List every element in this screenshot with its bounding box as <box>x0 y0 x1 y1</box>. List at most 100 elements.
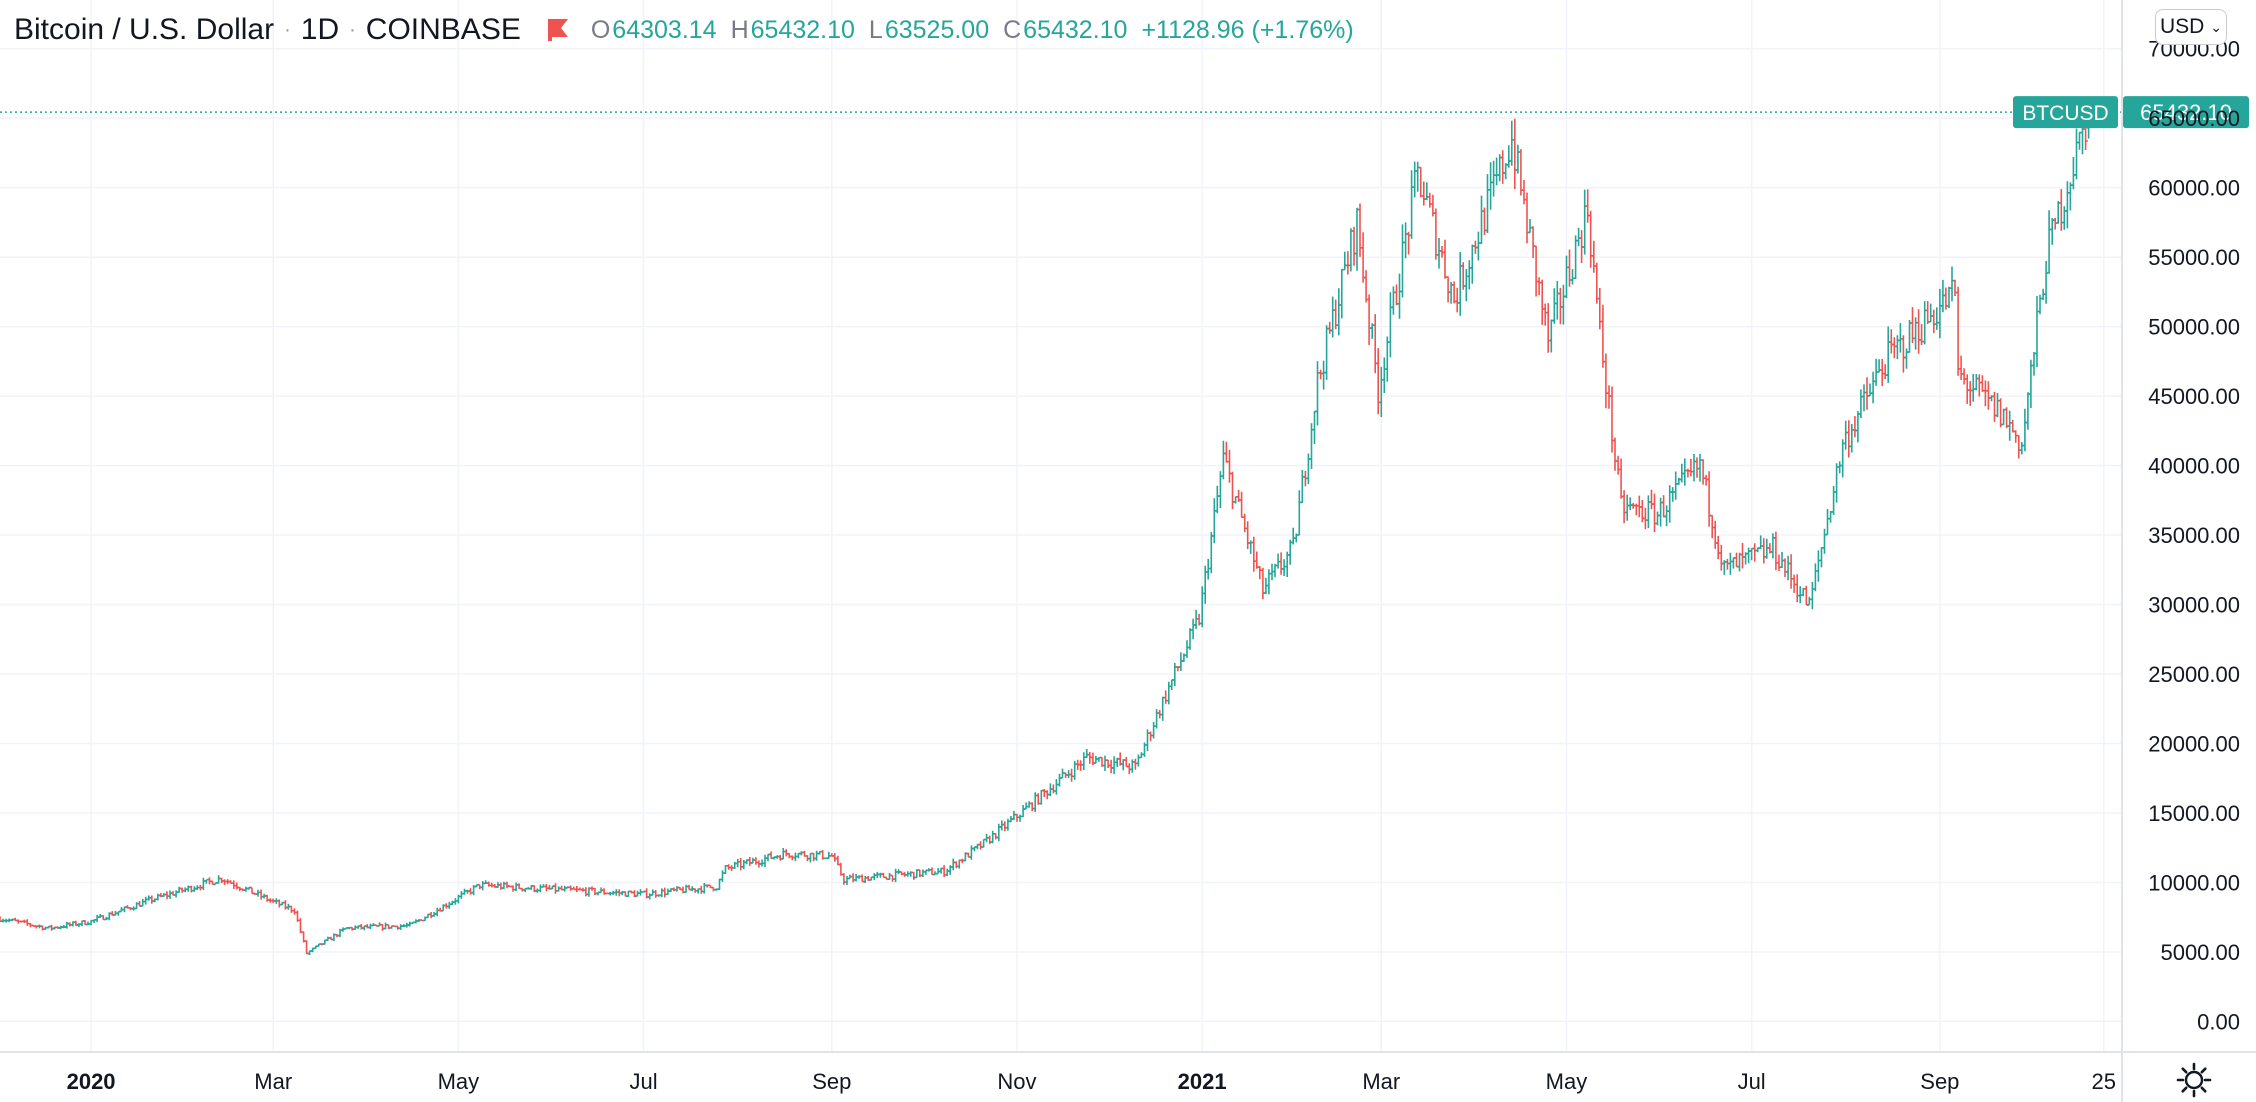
ohlc-bar <box>1922 301 1927 345</box>
ohlc-bar <box>1737 552 1742 572</box>
ohlc-bar <box>1436 238 1442 269</box>
ohlc-bar <box>1281 559 1287 576</box>
ohlc-bar <box>1427 192 1432 208</box>
ohlc-bar <box>1843 420 1848 450</box>
ohlc-bar <box>1324 325 1329 380</box>
ohlc-bar <box>1734 552 1739 568</box>
ohlc-bar <box>1260 567 1266 600</box>
ohlc-bar <box>368 923 373 930</box>
ohlc-bar <box>2056 201 2061 224</box>
ohlc-bar <box>1288 539 1293 565</box>
exchange-label: COINBASE <box>365 13 521 46</box>
currency-dropdown[interactable]: USD ⌄ <box>2155 9 2227 45</box>
ohlc-bar <box>1652 493 1657 532</box>
x-tick-label: Jul <box>630 1069 658 1094</box>
ohlc-bar <box>1852 416 1858 438</box>
ohlc-bar <box>1297 490 1302 536</box>
ohlc-bar <box>1594 262 1599 304</box>
ohlc-bar <box>1968 381 1973 406</box>
ohlc-bar <box>1603 353 1609 409</box>
ohlc-bar <box>1242 513 1247 533</box>
ohlc-bar <box>1081 752 1086 771</box>
ohlc-bar <box>741 860 746 870</box>
ohlc-bar <box>1764 538 1769 559</box>
ohlc-bar <box>1494 157 1499 186</box>
ohlc-bar <box>1239 491 1244 518</box>
ohlc-bar <box>1837 461 1842 474</box>
y-tick-label: 25000.00 <box>2148 662 2240 687</box>
ohlc-bar <box>1312 410 1317 444</box>
gear-icon[interactable] <box>2176 1062 2212 1098</box>
ohlc-bar <box>1433 208 1439 260</box>
chart-legend: Bitcoin / U.S. Dollar · 1D · COINBASE O6… <box>14 10 1354 50</box>
y-tick-label: 10000.00 <box>2148 870 2240 895</box>
ohlc-bar <box>1567 249 1572 287</box>
ohlc-bar <box>1382 357 1387 393</box>
x-tick-label: Sep <box>812 1069 851 1094</box>
ohlc-bar <box>1625 494 1630 521</box>
ohlc-bar <box>699 885 704 894</box>
x-tick-label: Nov <box>997 1069 1036 1094</box>
ohlc-bar <box>844 876 850 885</box>
ohlc-bar <box>838 862 844 876</box>
ohlc-bar <box>1983 380 1988 407</box>
ohlc-bar <box>1136 754 1141 767</box>
ohlc-bar <box>1327 321 1332 334</box>
ohlc-bar <box>969 845 974 860</box>
ohlc-bar <box>999 820 1004 831</box>
ohlc-bar <box>1770 533 1776 559</box>
ohlc-bar <box>2037 294 2043 315</box>
ohlc-bar <box>1646 495 1651 529</box>
ohlc-bar <box>1488 162 1493 210</box>
ohlc-bar <box>1227 449 1232 483</box>
ohlc-bar <box>978 841 983 850</box>
ohlc-bar <box>255 889 261 897</box>
ohlc-bar <box>201 877 206 890</box>
ohlc-bar <box>1561 284 1566 325</box>
ohlc-bar <box>1746 547 1751 564</box>
ohlc-bar <box>1017 814 1023 822</box>
ohlc-bar <box>945 868 950 877</box>
ohlc-bar <box>49 924 54 931</box>
ohlc-bar <box>510 885 516 892</box>
ohlc-bar <box>164 891 170 900</box>
ohlc-bar <box>1600 304 1606 368</box>
ohlc-bar <box>981 838 986 848</box>
ohlc-bar <box>1558 287 1563 325</box>
ohlc-bar <box>1306 453 1311 485</box>
ohlc-bar <box>1163 690 1168 704</box>
ohlc-bar <box>1512 118 1517 190</box>
ohlc-bar <box>1421 181 1426 206</box>
ohlc-bar <box>1533 245 1539 297</box>
ohlc-bar <box>2062 206 2067 230</box>
ohlc-bar <box>993 833 998 840</box>
ohlc-bar <box>1977 374 1982 397</box>
y-tick-label: 40000.00 <box>2148 454 2240 479</box>
ohlc-bar <box>1952 279 1958 296</box>
ohlc-bar <box>538 884 543 893</box>
ohlc-bar <box>1342 251 1347 271</box>
ohlc-bar <box>1354 207 1360 271</box>
ohlc-bar <box>911 871 916 880</box>
ohlc-bar <box>990 830 995 844</box>
y-tick-label: 60000.00 <box>2148 176 2240 201</box>
flag-icon[interactable] <box>547 18 569 42</box>
ohlc-bar <box>1576 227 1581 247</box>
ohlc-bar <box>1363 270 1369 303</box>
ohlc-bar <box>1108 759 1114 774</box>
ohlc-bar <box>1955 286 1961 376</box>
ohlc-bar <box>1971 373 1976 402</box>
ohlc-bar <box>428 912 434 919</box>
ohlc-bar <box>1773 531 1779 571</box>
ohlc-bar <box>1776 554 1782 571</box>
ohlc-bar <box>1054 779 1059 795</box>
ohlc-bar <box>1673 471 1678 500</box>
ohlc-bar <box>1470 244 1475 284</box>
interval-label[interactable]: 1D <box>300 13 340 46</box>
symbol-title[interactable]: Bitcoin / U.S. Dollar <box>14 13 275 46</box>
ohlc-bar <box>1315 361 1320 426</box>
ohlc-bar <box>1974 374 1979 391</box>
ohlc-bar <box>1621 490 1627 524</box>
ohlc-bars <box>0 110 2091 956</box>
